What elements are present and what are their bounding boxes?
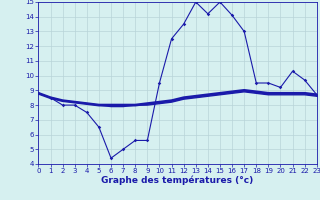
- X-axis label: Graphe des températures (°c): Graphe des températures (°c): [101, 176, 254, 185]
